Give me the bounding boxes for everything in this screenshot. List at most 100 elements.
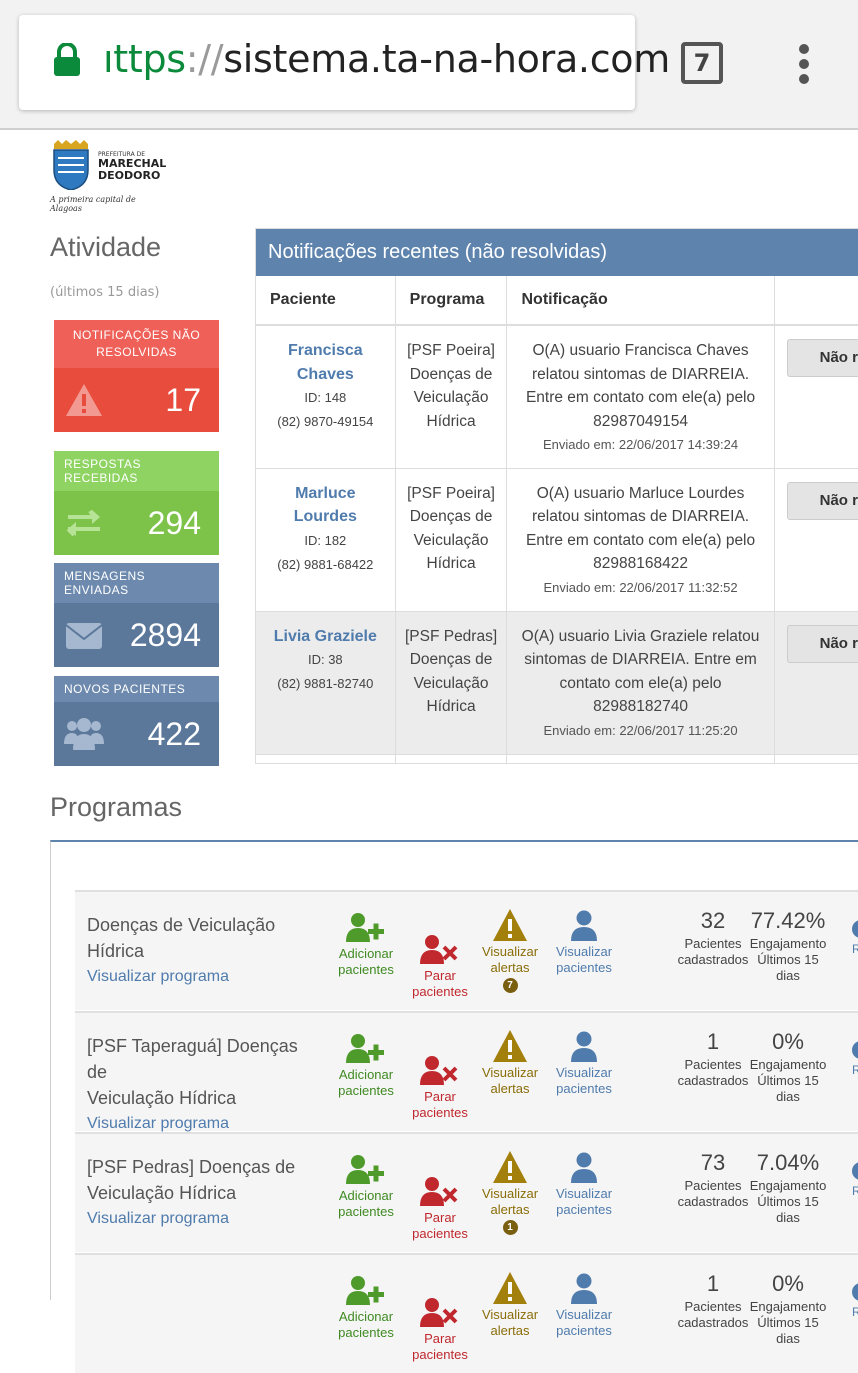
add-patients-button[interactable]: Adicionar pacientes [331, 1033, 401, 1099]
view-patients-button[interactable]: Visualizar pacientes [549, 1152, 619, 1218]
cut-off-action[interactable]: Re [852, 1283, 858, 1319]
report-icon [852, 1283, 858, 1301]
table-row [256, 754, 858, 763]
program-row: [PSF Pedras] Doenças de Veiculação Hídric… [75, 1132, 858, 1252]
notifications-table: Paciente Programa Notificação Francisca C… [256, 276, 858, 763]
column-header-actions [774, 276, 858, 326]
registered-patients-metric: 73 Pacientes cadastrados [677, 1150, 749, 1209]
patient-id: ID: 182 [304, 532, 347, 548]
stop-patients-button[interactable]: Parar pacientes [405, 1055, 475, 1121]
stat-value: 17 [165, 382, 201, 418]
program-row: [PSF Taperaguá] Doenças de Veiculação Híd… [75, 1011, 858, 1132]
activity-title: Atividade [50, 232, 162, 262]
not-resolved-button[interactable]: Não r [786, 481, 858, 520]
report-icon [852, 1162, 858, 1180]
stat-new-patients[interactable]: NOVOS PACIENTES 422 [54, 676, 219, 766]
view-program-link[interactable]: Visualizar programa [87, 968, 229, 985]
engagement-metric: 0% Engajamento Últimos 15 dias [749, 1029, 827, 1104]
cut-off-action[interactable]: Re [852, 920, 858, 956]
action-cell: Não r [774, 611, 858, 755]
alert-triangle-icon [493, 1151, 527, 1183]
alert-triangle-icon [493, 1030, 527, 1062]
sent-timestamp: Enviado em: 22/06/2017 11:32:52 [543, 579, 738, 595]
envelope-icon [65, 623, 103, 649]
view-program-link[interactable]: Visualizar programa [87, 1115, 229, 1132]
column-header-patient: Paciente [256, 276, 396, 326]
registered-patients-metric: 32 Pacientes cadastrados [677, 908, 749, 967]
cut-off-action[interactable]: Re [852, 1162, 858, 1198]
stop-patients-button[interactable]: Parar pacientes [405, 1176, 475, 1242]
stat-unresolved-notifications[interactable]: NOTIFICAÇÕES NÃO RESOLVIDAS 17 [54, 320, 219, 432]
stat-label: RESPOSTAS RECEBIDAS [54, 451, 219, 491]
not-resolved-button[interactable]: Não r [786, 624, 858, 663]
stat-responses-received[interactable]: RESPOSTAS RECEBIDAS 294 [54, 451, 219, 555]
user-plus-icon [346, 1155, 384, 1184]
patient-link[interactable]: Marluce Lourdes [293, 484, 357, 526]
sent-timestamp: Enviado em: 22/06/2017 11:25:20 [543, 722, 738, 738]
view-patients-button[interactable]: Visualizar pacientes [549, 1273, 619, 1339]
view-alerts-button[interactable]: Visualizar alertas [475, 1271, 545, 1339]
stop-patients-button[interactable]: Parar pacientes [405, 1297, 475, 1363]
alert-triangle-icon [493, 909, 527, 941]
notification-cell: O(A) usuario Francisca Chaves relatou sin… [506, 325, 775, 469]
crest-icon [53, 140, 89, 190]
patient-id: ID: 38 [307, 652, 343, 667]
user-remove-icon [420, 1056, 458, 1085]
programs-title: Programas [50, 792, 183, 822]
view-alerts-button[interactable]: Visualizar alertas [475, 1029, 545, 1097]
sent-timestamp: Enviado em: 22/06/2017 14:39:24 [542, 437, 739, 452]
stat-value: 294 [147, 505, 201, 541]
logo-line1: PREFEITURA DE [98, 151, 145, 158]
add-patients-button[interactable]: Adicionar pacientes [331, 912, 401, 978]
program-row: Doenças de Veiculação Hídrica Visualizar … [75, 890, 858, 1010]
program-name: [PSF Pedras] Doenças de Veiculação Hídric… [87, 1154, 322, 1232]
logo-tagline: A primeira capital de Alagoas [50, 195, 136, 213]
view-patients-button[interactable]: Visualizar pacientes [549, 1031, 619, 1097]
registered-patients-metric: 1 Pacientes cadastrados [677, 1271, 749, 1330]
user-icon [571, 1273, 597, 1304]
user-icon [571, 1152, 597, 1183]
not-resolved-button[interactable]: Não r [786, 339, 858, 377]
view-program-link[interactable]: Visualizar programa [87, 1210, 229, 1227]
tab-switcher-button[interactable]: 7 [681, 42, 723, 84]
add-patients-button[interactable]: Adicionar pacientes [331, 1275, 401, 1341]
patient-cell: Livia Graziele ID: 38 (82) 9881-82740 [256, 611, 396, 755]
program-cell: [PSF Poeira] Doenças de Veiculação Hídrica [395, 468, 508, 612]
stop-patients-button[interactable]: Parar pacientes [405, 934, 475, 1000]
cut-off-action[interactable]: Re [852, 1041, 858, 1077]
view-alerts-button[interactable]: Visualizar alertas 1 [475, 1150, 545, 1235]
stat-label: MENSAGENS ENVIADAS [54, 563, 219, 603]
registered-patients-metric: 1 Pacientes cadastrados [677, 1029, 749, 1088]
stat-messages-sent[interactable]: MENSAGENS ENVIADAS 2894 [54, 563, 219, 667]
view-patients-button[interactable]: Visualizar pacientes [549, 910, 619, 976]
table-row: Francisca Chaves ID: 148 (82) 9870-49154 … [256, 325, 858, 469]
patient-phone: (82) 9870-49154 [277, 414, 374, 429]
url-host: sistema.ta-na-hora.com [223, 37, 670, 81]
url-scheme: ıttps [103, 37, 186, 81]
address-bar[interactable]: ıttps://sistema.ta-na-hora.com [19, 15, 670, 110]
warning-icon [66, 384, 102, 416]
user-remove-icon [420, 935, 458, 964]
stat-label: NOVOS PACIENTES [54, 676, 219, 702]
patient-link[interactable]: Livia Graziele [273, 627, 377, 645]
lock-icon [54, 43, 80, 76]
engagement-metric: 7.04% Engajamento Últimos 15 dias [749, 1150, 827, 1225]
alert-triangle-icon [493, 1272, 527, 1304]
exchange-icon [66, 509, 100, 537]
patient-cell: Marluce Lourdes ID: 182 (82) 9881-68422 [256, 468, 396, 612]
stat-label: NOTIFICAÇÕES NÃO RESOLVIDAS [54, 320, 219, 368]
patient-link[interactable]: Francisca Chaves [287, 342, 363, 383]
add-patients-button[interactable]: Adicionar pacientes [331, 1154, 401, 1220]
stat-value: 2894 [129, 617, 201, 653]
view-alerts-button[interactable]: Visualizar alertas 7 [475, 908, 545, 993]
user-icon [571, 1031, 597, 1062]
stat-value: 422 [147, 716, 201, 752]
activity-subtitle: (últimos 15 dias) [50, 285, 160, 300]
table-row: Marluce Lourdes ID: 182 (82) 9881-68422 [… [256, 468, 858, 612]
browser-toolbar: ıttps://sistema.ta-na-hora.com 7 [0, 0, 858, 130]
user-remove-icon [420, 1177, 458, 1206]
overflow-menu-icon[interactable] [796, 44, 812, 84]
patient-phone: (82) 9881-68422 [277, 556, 374, 572]
alerts-count-badge: 1 [502, 1220, 518, 1235]
